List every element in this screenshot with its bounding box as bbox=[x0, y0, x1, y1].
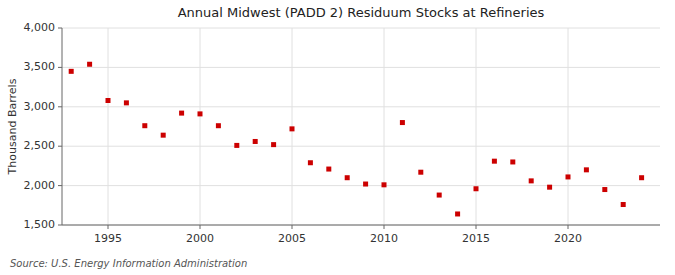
tick-label: 1995 bbox=[94, 232, 122, 245]
y-axis-label: Thousand Barrels bbox=[6, 78, 19, 175]
grid-line bbox=[476, 28, 477, 225]
grid bbox=[62, 28, 660, 225]
grid-line bbox=[384, 28, 385, 225]
tick-label: 2020 bbox=[554, 232, 582, 245]
point bbox=[161, 133, 166, 138]
tick-mark bbox=[58, 106, 62, 107]
point bbox=[566, 174, 571, 179]
annotation: Source: U.S. Energy Information Administ… bbox=[10, 258, 247, 269]
tick-mark bbox=[58, 225, 62, 226]
point bbox=[308, 160, 313, 165]
tick-label: 1,500 bbox=[24, 218, 56, 231]
tick-label: 2015 bbox=[462, 232, 490, 245]
grid-line bbox=[62, 28, 660, 29]
tick-mark bbox=[384, 225, 385, 229]
y-axis-line bbox=[62, 28, 63, 225]
point bbox=[179, 111, 184, 116]
point bbox=[142, 123, 147, 128]
tick-mark bbox=[58, 67, 62, 68]
point bbox=[529, 178, 534, 183]
point bbox=[326, 167, 331, 172]
tick-label: 3,000 bbox=[24, 100, 56, 113]
point bbox=[510, 159, 515, 164]
point bbox=[87, 62, 92, 67]
tick-mark bbox=[200, 225, 201, 229]
tick-mark bbox=[476, 225, 477, 229]
point bbox=[492, 159, 497, 164]
tick-mark bbox=[568, 225, 569, 229]
tick-mark bbox=[292, 225, 293, 229]
point bbox=[198, 111, 203, 116]
point bbox=[271, 142, 276, 147]
tick-label: 2010 bbox=[370, 232, 398, 245]
tick-label: 2005 bbox=[278, 232, 306, 245]
tick-label: 2,500 bbox=[24, 139, 56, 152]
point bbox=[474, 186, 479, 191]
point bbox=[253, 139, 258, 144]
tick-label: 3,500 bbox=[24, 60, 56, 73]
grid-line bbox=[62, 67, 660, 68]
point bbox=[621, 202, 626, 207]
grid-line bbox=[108, 28, 109, 225]
tick-mark bbox=[58, 146, 62, 147]
grid-line bbox=[62, 106, 660, 107]
point bbox=[400, 120, 405, 125]
tick-mark bbox=[58, 185, 62, 186]
tick-label: 2000 bbox=[186, 232, 214, 245]
point bbox=[382, 182, 387, 187]
point bbox=[437, 193, 442, 198]
point bbox=[455, 211, 460, 216]
grid-line bbox=[62, 185, 660, 186]
x-axis-line bbox=[62, 225, 660, 226]
point bbox=[290, 126, 295, 131]
point bbox=[602, 187, 607, 192]
point bbox=[106, 98, 111, 103]
point bbox=[584, 167, 589, 172]
plot-area bbox=[62, 28, 660, 225]
grid-line bbox=[200, 28, 201, 225]
grid-line bbox=[62, 225, 660, 226]
point bbox=[216, 123, 221, 128]
grid-line bbox=[62, 146, 660, 147]
point bbox=[639, 175, 644, 180]
tick-label: 4,000 bbox=[24, 21, 56, 34]
tick-mark bbox=[108, 225, 109, 229]
point bbox=[124, 100, 129, 105]
point bbox=[363, 182, 368, 187]
point bbox=[345, 175, 350, 180]
point bbox=[418, 170, 423, 175]
point bbox=[234, 143, 239, 148]
point bbox=[69, 69, 74, 74]
tick-label: 2,000 bbox=[24, 179, 56, 192]
title: Annual Midwest (PADD 2) Residuum Stocks … bbox=[178, 5, 545, 20]
point bbox=[547, 185, 552, 190]
chart: 1,500 2,000 2,500 3,000 3,500 4,000 1995 2000 20… bbox=[0, 0, 675, 275]
points bbox=[69, 62, 644, 217]
grid-line bbox=[568, 28, 569, 225]
tick-mark bbox=[58, 28, 62, 29]
